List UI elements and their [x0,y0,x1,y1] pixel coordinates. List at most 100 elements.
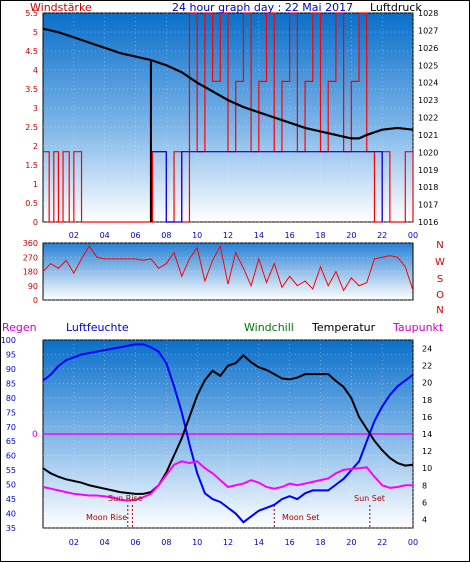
y-left-tick-label: 0.5 [25,199,38,208]
y-right-tick-label: 1027 [418,26,438,35]
annotation-sun-set: Sun Set [354,494,385,503]
compass-label: N [436,305,443,316]
compass-label: N [436,240,443,251]
humidity-tick-label: 85 [6,379,16,388]
y-right-tick-label: 1020 [418,148,438,157]
x-tick-label: 08 [161,538,171,547]
y-left-tick-label: 0 [33,218,38,227]
y-right-tick-label: 1017 [418,201,438,210]
y-right-tick-label: 1025 [418,61,438,70]
legend-windchill: Windchill [244,321,294,334]
x-tick-label: 18 [315,538,325,547]
temp-tick-label: 6 [422,498,427,507]
y-right-tick-label: 1024 [418,79,438,88]
x-tick-label: 10 [192,231,202,240]
x-tick-label: 22 [377,538,387,547]
legend-regen: Regen [2,321,37,334]
temp-tick-label: 16 [422,413,432,422]
dir-tick-label: 270 [23,253,38,262]
x-tick-label: 00 [408,231,418,240]
humidity-tick-label: 40 [6,510,16,519]
temp-tick-label: 4 [422,515,427,524]
series-taupunkt [42,460,413,502]
x-tick-label: 06 [130,538,140,547]
y-right-tick-label: 1021 [418,131,438,140]
y-right-tick-label: 1026 [418,44,438,53]
y-left-tick-label: 5.5 [25,9,38,18]
annotation-sun-rise: Sun Rise [108,494,143,503]
temp-tick-label: 20 [422,379,432,388]
temp-tick-label: 10 [422,464,432,473]
x-tick-label: 12 [223,231,233,240]
x-tick-label: 18 [315,231,325,240]
y-left-tick-label: 1.5 [25,161,38,170]
y-left-tick-label: 4.5 [25,47,38,56]
humidity-tick-label: 65 [6,437,16,446]
temp-tick-label: 22 [422,362,432,371]
legend-luftfeuchte: Luftfeuchte [66,321,129,334]
humidity-tick-label: 50 [6,481,16,490]
x-tick-label: 12 [223,538,233,547]
y-left-tick-label: 1 [33,180,38,189]
x-tick-label: 04 [100,538,110,547]
x-tick-label: 08 [161,231,171,240]
x-tick-label: 00 [408,538,418,547]
compass-label: S [437,274,443,285]
chart-title: 24 hour graph day : 22 Mai 2017 [172,1,353,14]
humidity-tick-label: 55 [6,466,16,475]
humidity-tick-label: 95 [6,350,16,359]
humidity-tick-label: 75 [6,408,16,417]
x-tick-label: 20 [346,538,356,547]
y-left-tick-label: 2 [33,142,38,151]
x-tick-label: 10 [192,538,202,547]
series-windrichtung [42,244,414,292]
dir-tick-label: 360 [23,239,38,248]
dir-tick-label: 90 [28,282,38,291]
humidity-tick-label: 35 [6,524,16,533]
compass-label: O [436,290,444,301]
humidity-tick-label: 45 [6,495,16,504]
x-tick-label: 02 [69,538,79,547]
temp-tick-label: 18 [422,396,432,405]
y-left-tick-label: 2.5 [25,123,38,132]
y-right-tick-label: 1019 [418,166,438,175]
temp-tick-label: 24 [422,345,432,354]
humidity-tick-label: 100 [1,336,16,345]
legend-taupunkt: Taupunkt [392,321,444,334]
temp-tick-label: 14 [422,430,432,439]
temp-tick-label: 12 [422,447,432,456]
y-right-tick-label: 1018 [418,183,438,192]
top-right-axis-label: Luftdruck [370,1,422,14]
x-tick-label: 16 [285,538,295,547]
y-left-tick-label: 3 [33,104,38,113]
dir-tick-label: 0 [33,296,38,305]
x-tick-label: 22 [377,231,387,240]
x-tick-label: 20 [346,231,356,240]
y-right-tick-label: 1016 [418,218,438,227]
x-tick-label: 14 [254,231,264,240]
series-luftfeuchte [42,343,414,524]
x-tick-label: 14 [254,538,264,547]
humidity-tick-label: 90 [6,365,16,374]
legend-temperatur: Temperatur [311,321,376,334]
x-tick-label: 02 [69,231,79,240]
compass-label: W [435,257,445,268]
humidity-tick-label: 80 [6,394,16,403]
dir-tick-label: 180 [23,268,38,277]
y-left-tick-label: 4 [33,66,38,75]
annotation-moon-rise: Moon Rise [86,513,127,522]
y-right-tick-label: 1022 [418,114,438,123]
series-temperatur [42,354,414,495]
series-wind-blue [150,151,383,223]
temp-tick-label: 8 [422,481,427,490]
series-windstaerke [43,12,414,223]
y-left-tick-label: 3.5 [25,85,38,94]
x-tick-label: 16 [285,231,295,240]
y-right-tick-label: 1023 [418,96,438,105]
y-right-tick-label: 1028 [418,9,438,18]
humidity-tick-label: 70 [6,423,16,432]
regen-value-label: 0 [32,430,38,440]
x-tick-label: 04 [100,231,110,240]
y-left-tick-label: 5 [33,28,38,37]
